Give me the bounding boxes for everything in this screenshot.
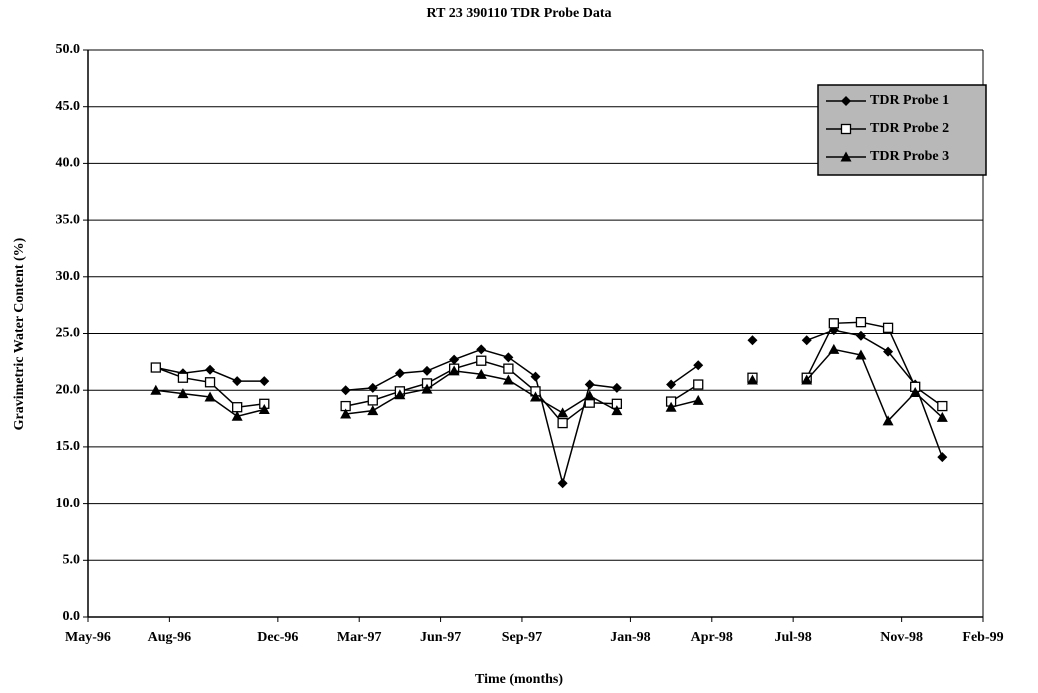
marker (936, 411, 948, 422)
x-tick-label: Mar-97 (337, 630, 382, 645)
x-axis-label: Time (months) (475, 672, 563, 687)
x-tick-label: Jun-97 (420, 630, 461, 645)
marker (421, 383, 433, 394)
marker (502, 374, 514, 385)
marker (367, 405, 379, 416)
marker (882, 415, 894, 426)
marker (367, 395, 378, 406)
marker (584, 390, 596, 401)
marker (367, 382, 378, 393)
marker (937, 400, 948, 412)
x-tick-label: Apr-98 (691, 630, 733, 645)
series-line (155, 321, 943, 425)
marker (801, 335, 812, 346)
marker (747, 335, 758, 346)
marker (909, 386, 921, 397)
marker (937, 452, 948, 463)
marker (666, 379, 677, 390)
marker (584, 379, 595, 390)
y-tick-label: 50.0 (56, 42, 81, 57)
marker (204, 377, 216, 388)
marker (693, 360, 704, 371)
marker (557, 478, 568, 489)
y-tick-label: 45.0 (56, 99, 81, 114)
x-tick-label: Nov-98 (880, 630, 923, 645)
marker (503, 363, 514, 374)
legend-label: TDR Probe 3 (870, 149, 949, 164)
marker (692, 394, 704, 405)
y-tick-label: 40.0 (56, 156, 81, 171)
chart-title: RT 23 390110 TDR Probe Data (426, 6, 611, 21)
marker (611, 405, 623, 416)
series-line (155, 348, 943, 423)
marker (828, 343, 840, 354)
marker (828, 318, 839, 329)
legend-label: TDR Probe 1 (870, 93, 949, 108)
x-tick-label: Sep-97 (502, 630, 542, 645)
marker (394, 389, 406, 400)
y-tick-label: 20.0 (56, 382, 81, 397)
marker (530, 391, 541, 402)
x-tick-label: Jan-98 (610, 630, 650, 645)
marker (177, 372, 189, 383)
marker (855, 330, 866, 341)
marker (394, 368, 405, 379)
marker (665, 401, 677, 412)
marker (883, 346, 894, 357)
marker (557, 407, 569, 418)
x-tick-label: Feb-99 (962, 630, 1003, 645)
marker (422, 365, 433, 376)
marker (340, 385, 351, 396)
y-tick-label: 25.0 (56, 326, 81, 341)
marker (258, 403, 270, 414)
marker (475, 368, 487, 379)
y-tick-label: 15.0 (56, 439, 81, 454)
marker (840, 151, 852, 162)
y-tick-label: 5.0 (63, 553, 81, 568)
marker (503, 352, 514, 363)
marker (746, 374, 758, 385)
marker (150, 362, 161, 373)
x-tick-label: Dec-96 (257, 630, 298, 645)
marker (150, 384, 162, 395)
y-tick-label: 0.0 (63, 609, 81, 624)
marker (855, 317, 867, 328)
x-tick-label: Aug-96 (148, 630, 192, 645)
marker (882, 322, 894, 333)
marker (476, 355, 487, 366)
marker (530, 371, 541, 382)
y-tick-label: 10.0 (56, 496, 81, 511)
marker (557, 417, 568, 429)
marker (231, 410, 243, 421)
marker (259, 376, 270, 387)
marker (232, 376, 243, 387)
marker (840, 123, 852, 135)
marker (693, 379, 704, 390)
marker (449, 354, 460, 365)
marker (801, 374, 813, 385)
y-tick-label: 35.0 (56, 212, 81, 227)
marker (448, 365, 460, 376)
marker (204, 391, 216, 402)
marker (855, 349, 867, 360)
y-axis-label: Gravimetric Water Content (%) (12, 237, 27, 430)
marker (232, 402, 243, 413)
marker (340, 408, 352, 419)
marker (611, 382, 622, 393)
legend-label: TDR Probe 2 (870, 121, 949, 136)
marker (841, 96, 851, 106)
marker (177, 388, 189, 399)
y-tick-label: 30.0 (56, 269, 81, 284)
x-tick-label: May-96 (65, 630, 111, 645)
marker (476, 344, 487, 355)
marker (205, 364, 216, 375)
x-tick-label: Jul-98 (774, 630, 811, 645)
